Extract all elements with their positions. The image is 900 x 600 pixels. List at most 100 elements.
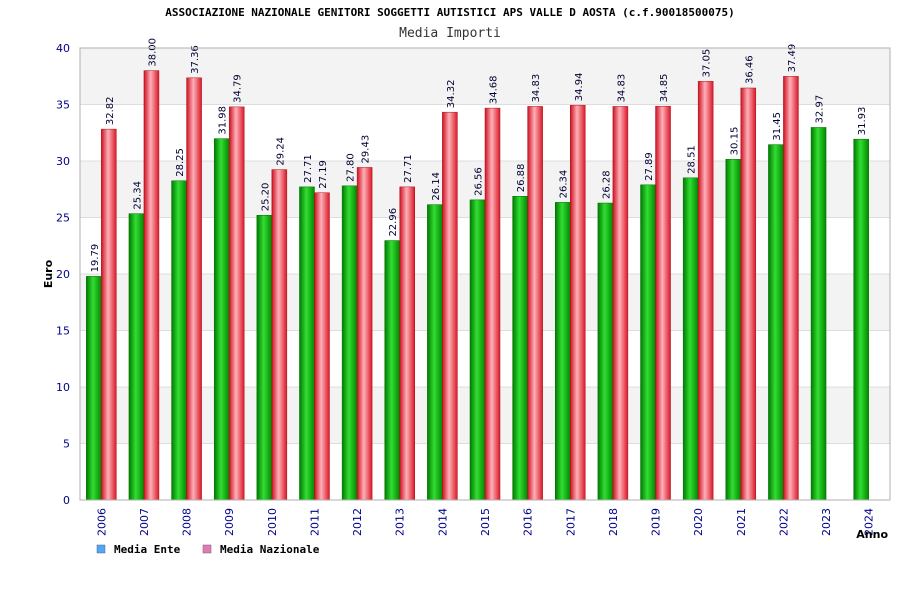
data-label: 31.98 bbox=[218, 106, 229, 135]
data-label: 27.80 bbox=[346, 153, 357, 182]
bar-media-ente-2014 bbox=[427, 204, 443, 501]
x-tick-label: 2016 bbox=[522, 508, 535, 536]
plot-frame bbox=[79, 47, 891, 501]
x-tick-label: 2020 bbox=[692, 508, 705, 536]
y-tick-label: 5 bbox=[63, 438, 70, 451]
y-tick-label: 0 bbox=[63, 494, 70, 507]
x-tick-label: 2006 bbox=[95, 508, 108, 536]
x-tick-label: 2014 bbox=[436, 508, 449, 536]
bar-media-nazionale-2018 bbox=[612, 106, 629, 501]
bar-media-ente-2021 bbox=[725, 159, 742, 501]
legend-swatch-media-nazionale bbox=[202, 544, 212, 554]
x-tick-label: 2008 bbox=[181, 508, 194, 536]
legend-label-media-nazionale: Media Nazionale bbox=[220, 543, 320, 556]
bar-media-ente-2022 bbox=[768, 144, 784, 501]
bar-media-ente-2023 bbox=[810, 127, 827, 501]
x-tick-label: 2023 bbox=[820, 508, 833, 536]
data-label: 25.34 bbox=[132, 181, 143, 210]
data-label: 31.93 bbox=[857, 107, 868, 136]
data-label: 28.51 bbox=[687, 145, 698, 174]
data-label: 25.20 bbox=[260, 183, 271, 212]
bar-media-nazionale-2022 bbox=[783, 76, 799, 501]
bar-media-ente-2024 bbox=[853, 138, 869, 501]
y-tick-label: 20 bbox=[56, 268, 70, 281]
x-tick-label: 2018 bbox=[607, 508, 620, 536]
bar-media-ente-2015 bbox=[469, 199, 486, 501]
bar-media-nazionale-2008 bbox=[186, 77, 202, 501]
x-axis-label: Anno bbox=[856, 528, 888, 541]
x-tick-label: 2013 bbox=[394, 508, 407, 536]
chart-subtitle: Media Importi bbox=[399, 26, 501, 41]
x-tick-label: 2022 bbox=[777, 508, 790, 536]
bar-media-ente-2020 bbox=[682, 177, 699, 501]
data-label: 34.68 bbox=[489, 75, 500, 104]
value-labels: 19.79 32.82 25.34 38.00 28.25 37.36 31.98 34.79… bbox=[90, 38, 868, 272]
x-tick-label: 2015 bbox=[479, 508, 492, 536]
data-label: 34.83 bbox=[616, 74, 627, 103]
legend-swatch-media-ente bbox=[96, 544, 106, 554]
data-label: 36.46 bbox=[744, 55, 755, 84]
data-label: 38.00 bbox=[147, 38, 158, 67]
bar-media-ente-2012 bbox=[341, 185, 358, 501]
y-tick-label: 15 bbox=[56, 325, 70, 338]
bar-media-ente-2006 bbox=[86, 276, 102, 501]
bar-media-nazionale-2011 bbox=[314, 192, 330, 501]
data-label: 34.79 bbox=[233, 74, 244, 103]
y-tick-label: 35 bbox=[56, 99, 70, 112]
data-label: 34.32 bbox=[446, 80, 457, 109]
data-label: 34.85 bbox=[659, 74, 670, 103]
bar-media-ente-2010 bbox=[256, 214, 273, 501]
bar-media-ente-2009 bbox=[213, 138, 230, 501]
bar-media-nazionale-2015 bbox=[484, 107, 501, 501]
data-label: 29.43 bbox=[361, 135, 372, 164]
data-label: 22.96 bbox=[388, 208, 399, 237]
data-label: 19.79 bbox=[90, 244, 101, 273]
bar-media-nazionale-2009 bbox=[228, 106, 245, 501]
bar-media-nazionale-2014 bbox=[442, 111, 458, 501]
x-tick-label: 2009 bbox=[223, 508, 236, 536]
bar-media-nazionale-2019 bbox=[655, 105, 671, 501]
data-label: 37.49 bbox=[787, 44, 798, 73]
y-axis-ticks: 0 5 10 15 20 25 30 35 40 bbox=[56, 42, 70, 507]
x-tick-label: 2017 bbox=[564, 508, 577, 536]
data-label: 31.45 bbox=[772, 112, 783, 141]
bar-media-nazionale-2012 bbox=[356, 167, 373, 501]
bar-media-nazionale-2021 bbox=[740, 87, 757, 501]
x-axis-ticks: 2006 2007 2008 2009 2010 2011 2012 2013 2014 2015… bbox=[95, 508, 875, 536]
bar-media-nazionale-2020 bbox=[697, 81, 714, 501]
data-label: 32.82 bbox=[105, 96, 116, 125]
x-tick-label: 2012 bbox=[351, 508, 364, 536]
data-label: 26.88 bbox=[516, 164, 527, 193]
data-label: 34.94 bbox=[574, 73, 585, 102]
data-label: 26.28 bbox=[601, 170, 612, 199]
bar-media-nazionale-2007 bbox=[143, 70, 160, 501]
data-label: 32.97 bbox=[815, 95, 826, 124]
x-tick-label: 2024 bbox=[863, 508, 876, 536]
data-label: 26.34 bbox=[559, 170, 570, 199]
data-label: 26.56 bbox=[474, 167, 485, 196]
data-label: 27.71 bbox=[303, 154, 314, 183]
bar-media-nazionale-2010 bbox=[271, 169, 288, 501]
x-tick-label: 2019 bbox=[650, 508, 663, 536]
data-label: 27.71 bbox=[403, 154, 414, 183]
bar-media-ente-2016 bbox=[512, 196, 528, 501]
x-tick-label: 2021 bbox=[735, 508, 748, 536]
bar-media-nazionale-2013 bbox=[399, 186, 415, 501]
data-label: 28.25 bbox=[175, 148, 186, 177]
bar-media-ente-2017 bbox=[555, 202, 571, 501]
x-tick-label: 2007 bbox=[138, 508, 151, 536]
data-label: 30.15 bbox=[729, 127, 740, 156]
bar-media-ente-2019 bbox=[640, 184, 656, 501]
y-tick-label: 25 bbox=[56, 212, 70, 225]
bar-media-ente-2011 bbox=[299, 186, 315, 501]
y-axis-label: Euro bbox=[42, 259, 55, 288]
bar-media-ente-2018 bbox=[597, 202, 614, 501]
legend: Media Ente Media Nazionale bbox=[96, 543, 320, 556]
chart-title: ASSOCIAZIONE NAZIONALE GENITORI SOGGETTI… bbox=[165, 6, 735, 19]
y-tick-label: 10 bbox=[56, 381, 70, 394]
bar-media-nazionale-2006 bbox=[101, 128, 117, 501]
y-tick-label: 40 bbox=[56, 42, 70, 55]
x-tick-label: 2010 bbox=[266, 508, 279, 536]
data-label: 34.83 bbox=[531, 74, 542, 103]
bar-media-ente-2007 bbox=[128, 213, 145, 501]
